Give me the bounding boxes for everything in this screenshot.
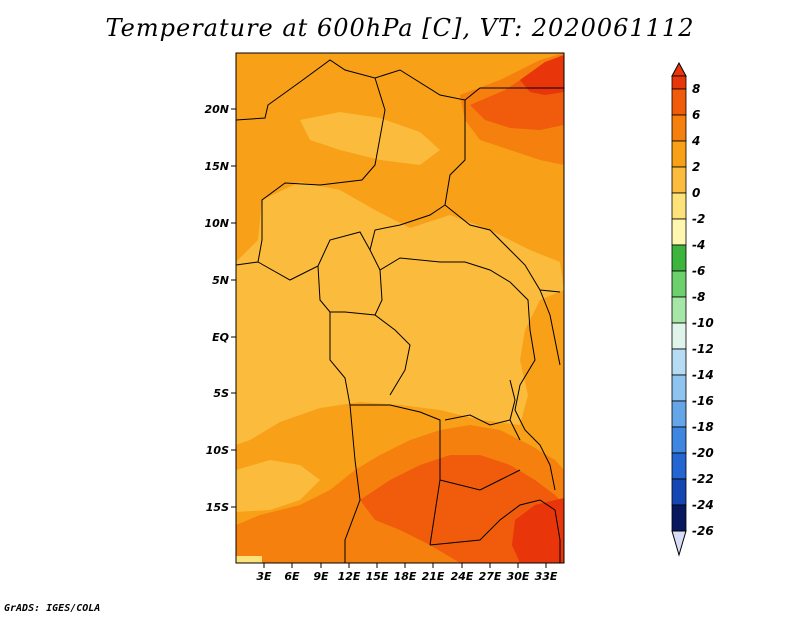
lon-label: 18E [394,570,417,583]
lat-label: 5N [212,274,229,287]
colorbar-label: -4 [692,238,705,252]
colorbar-segment [671,140,687,168]
colorbar-segment [671,244,687,272]
lon-label: 27E [479,570,502,583]
colorbar-segment [671,478,687,506]
lon-label: 6E [284,570,300,583]
colorbar-label: -6 [692,264,705,278]
map-frame [235,52,565,564]
lat-label: 5S [213,387,229,400]
colorbar-segment [671,296,687,324]
colorbar-label: -22 [692,472,714,486]
colorbar-segment [671,270,687,298]
colorbar-label: 8 [692,82,700,96]
lat-label: 15N [204,160,229,173]
colorbar-segment [671,374,687,402]
colorbar-top-arrow [671,61,687,77]
colorbar-label: -16 [692,394,714,408]
lat-label: EQ [212,331,229,344]
colorbar-label: -14 [692,368,714,382]
colorbar-segment [671,75,687,90]
colorbar-label: -26 [692,524,714,538]
colorbar-label: 6 [692,108,700,122]
colorbar-segment [671,426,687,454]
colorbar-bottom-arrow [671,530,687,557]
lon-label: 3E [256,570,272,583]
lat-label: 10N [204,217,229,230]
colorbar-segment [671,400,687,428]
colorbar: 8 6 4 2 0 -2 -4 -6 -8 -10 -12 -14 -16 -1… [671,61,714,557]
zone-light-southwest [236,460,320,512]
lat-label: 20N [204,103,229,116]
colorbar-label: -8 [692,290,705,304]
lat-label: 15S [206,501,229,514]
colorbar-segment [671,166,687,194]
colorbar-label: -10 [692,316,714,330]
lon-label: 12E [338,570,361,583]
colorbar-segment [671,218,687,246]
colorbar-label: -24 [692,498,714,512]
colorbar-label: 2 [692,160,700,174]
colorbar-segment [671,504,687,532]
colorbar-label: 4 [691,134,700,148]
colorbar-segment [671,322,687,350]
colorbar-label: -2 [692,212,705,226]
zone-hottest-northeast [520,55,564,95]
zone-hot-southeast [360,455,564,563]
zone-light-central [236,182,564,445]
lon-label: 30E [507,570,530,583]
map-title: Temperature at 600hPa [C], VT: 202006111… [105,14,695,42]
longitude-axis: 3E 6E 9E 12E 15E 18E 21E 24E 27E 30E 33E [256,563,558,583]
zone-light-north [300,112,440,165]
lon-label: 33E [535,570,558,583]
zone-hottest-southeast [512,498,564,563]
colorbar-label: -18 [692,420,714,434]
lon-label: 24E [451,570,474,583]
latitude-axis: 20N 15N 10N 5N EQ 5S 10S 15S [204,103,236,514]
colorbar-segment [671,452,687,480]
colorbar-segment [671,88,687,116]
colorbar-label: -20 [692,446,714,460]
colorbar-label: -12 [692,342,714,356]
zone-pale-corner [236,556,262,563]
colorbar-segment [671,114,687,142]
lon-label: 21E [422,570,445,583]
lat-label: 10S [206,444,229,457]
grads-credit: GrADS: IGES/COLA [4,603,101,614]
lon-label: 9E [313,570,329,583]
colorbar-segment [671,348,687,376]
lon-label: 15E [366,570,389,583]
colorbar-segment [671,192,687,220]
temperature-map [236,53,564,563]
colorbar-label: 0 [692,186,700,200]
country-borders [236,53,564,563]
